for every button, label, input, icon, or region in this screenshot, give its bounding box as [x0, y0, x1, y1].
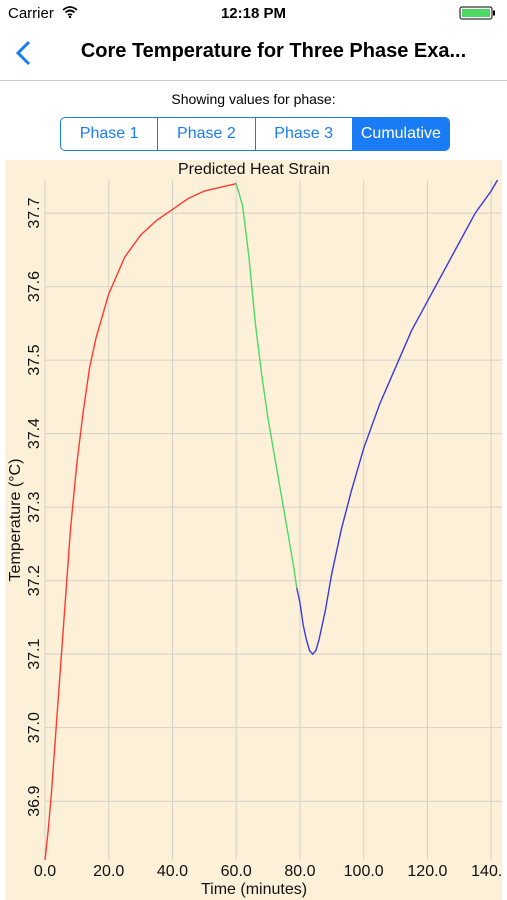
carrier: Carrier	[8, 5, 54, 22]
chart-title: Predicted Heat Strain	[178, 161, 330, 178]
clock: 12:18 PM	[220, 5, 287, 22]
x-tick-label: 60.0	[221, 863, 252, 880]
x-tick-label: 0.0	[34, 863, 56, 880]
x-tick-label: 120.0	[407, 863, 447, 880]
segment[interactable]: Phase 2	[157, 118, 254, 150]
segment[interactable]: Cumulative	[351, 118, 449, 150]
x-tick-label: 80.0	[284, 863, 315, 880]
nav-title: Core Temperature for Three Phase Exa...	[80, 40, 467, 62]
segment[interactable]: Phase 1	[79, 125, 139, 142]
battery-icon	[459, 6, 495, 20]
data-line	[44, 182, 237, 861]
back-button[interactable]	[14, 40, 34, 66]
y-axis-title: Temperature (°C)	[7, 459, 24, 582]
segmented-control: Phase 1 Phase 2 Phase 3 Cumulative	[60, 117, 450, 151]
x-tick-label: 20.0	[93, 863, 124, 880]
y-tick-label: 37.5	[26, 344, 43, 375]
y-tick-label: 37.2	[26, 565, 43, 596]
y-tick-label: 37.0	[26, 712, 43, 743]
x-tick-label: 140.0	[471, 863, 502, 880]
data-line	[235, 183, 298, 589]
data-line	[296, 179, 499, 656]
y-tick-label: 37.3	[26, 491, 43, 522]
phase-prompt: Showing values for phase:	[171, 91, 336, 107]
x-tick-label: 40.0	[157, 863, 188, 880]
chart: 0.0 20.0 40.0 60.0 80.0 100.0 120.0 140.0 36.9 37…	[5, 160, 502, 900]
x-axis-title: Time (minutes)	[201, 881, 307, 898]
y-tick-label: 37.6	[26, 271, 43, 302]
segment[interactable]: Phase 3	[254, 118, 352, 150]
y-tick-label: 37.1	[26, 638, 43, 669]
nav-divider	[0, 80, 507, 81]
wifi-icon	[62, 6, 78, 18]
x-tick-label: 100.0	[344, 863, 384, 880]
chart-background	[5, 160, 502, 900]
y-tick-label: 37.4	[26, 418, 43, 449]
y-tick-label: 37.7	[26, 197, 43, 228]
y-tick-label: 36.9	[26, 786, 43, 817]
